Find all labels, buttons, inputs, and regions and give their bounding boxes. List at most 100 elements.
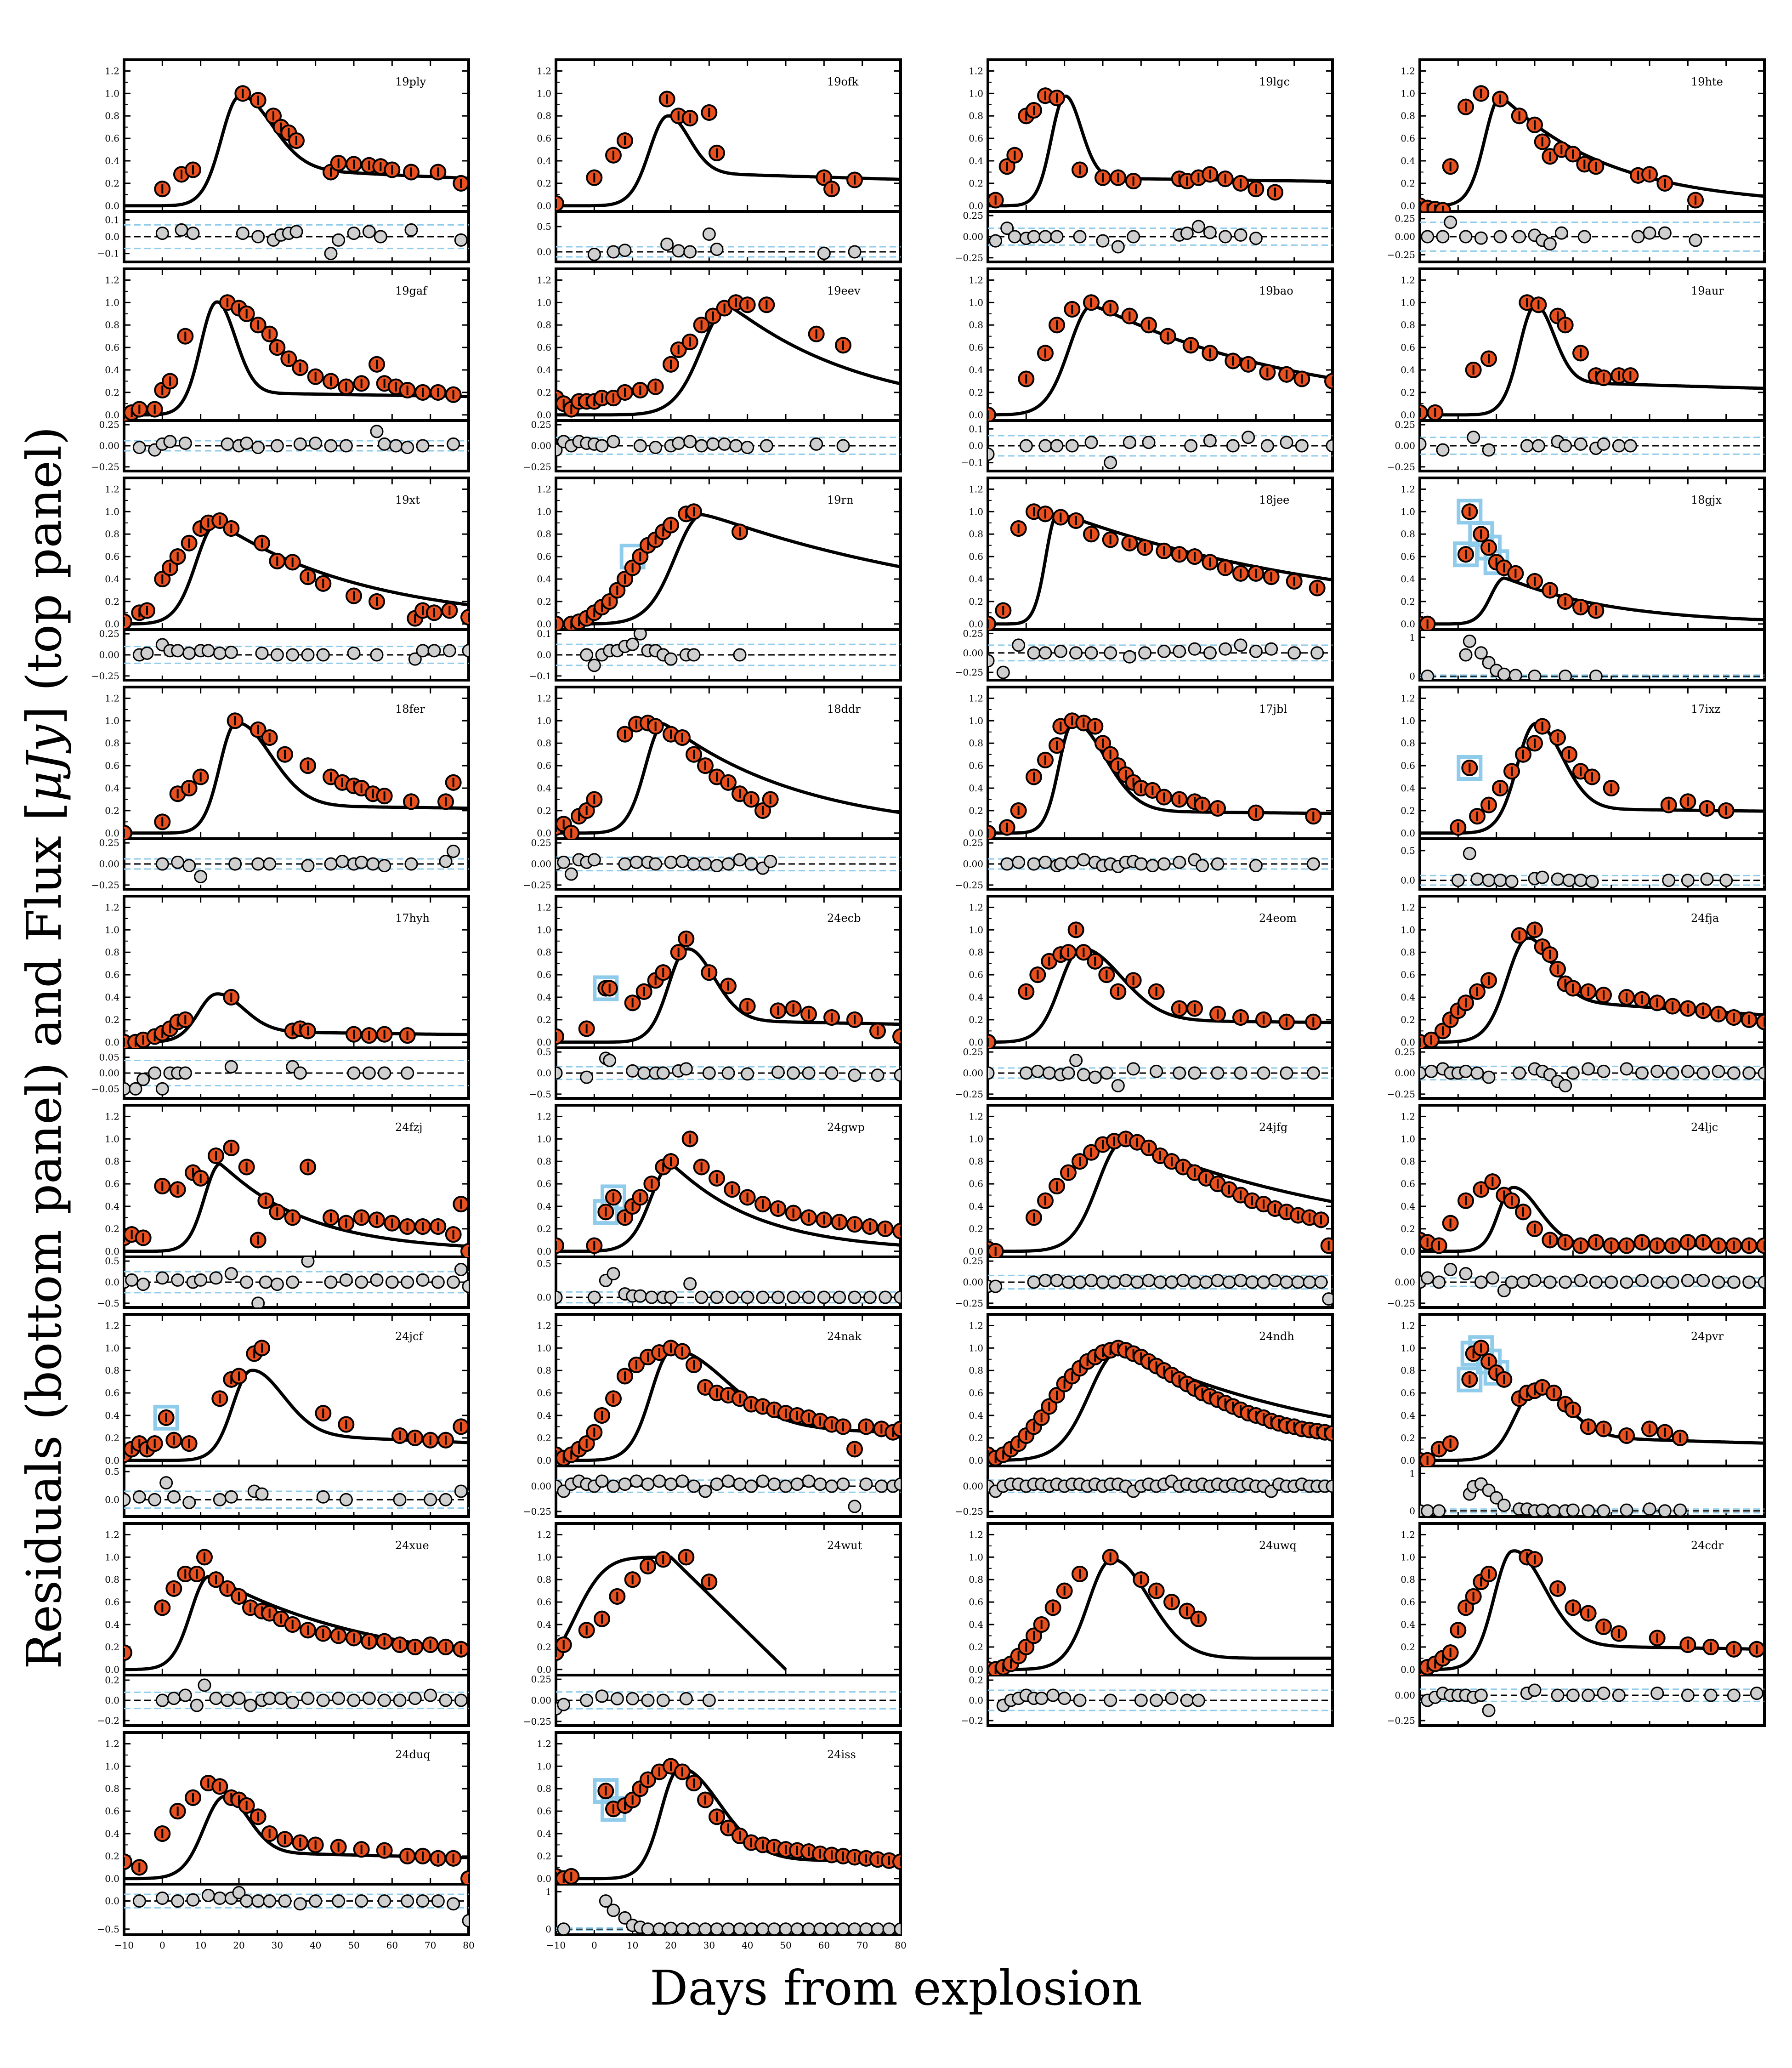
flux-tick-label: 1.2 bbox=[969, 65, 983, 76]
residual-point bbox=[741, 1290, 754, 1304]
flux-tick-label: 0.0 bbox=[537, 828, 551, 839]
residual-point bbox=[129, 1082, 142, 1096]
model-curve bbox=[556, 1162, 901, 1253]
residual-point bbox=[725, 1290, 739, 1304]
residual-point bbox=[1467, 431, 1480, 444]
residual-point bbox=[817, 1290, 831, 1304]
res-tick-label: −0.2 bbox=[97, 1715, 119, 1726]
residual-point bbox=[416, 644, 430, 658]
flux-tick-label: 0.6 bbox=[969, 1596, 983, 1608]
residual-point bbox=[1142, 436, 1156, 449]
residual-point bbox=[155, 1693, 169, 1707]
residual-point bbox=[1513, 1066, 1526, 1080]
res-tick-label: −0.25 bbox=[523, 461, 551, 472]
residual-point bbox=[1681, 1273, 1695, 1287]
residual-point bbox=[733, 1477, 747, 1491]
panel-24cdr: 0.0 0.2 0.4 0.6 0.8 1.0 1.2 0.00 −0.25 24cdr bbox=[1387, 1522, 1766, 1727]
res-tick-label: 0.00 bbox=[99, 649, 119, 660]
panel-18gjx: 0.0 0.2 0.4 0.6 0.8 1.0 1.2 1 0 18gjx bbox=[1401, 477, 1766, 682]
flux-tick-label: 0.8 bbox=[1401, 319, 1415, 330]
flux-tick-label: 0.6 bbox=[1401, 969, 1415, 980]
residual-point bbox=[683, 435, 697, 449]
residual-point bbox=[1582, 1504, 1595, 1517]
flux-tick-label: 0.2 bbox=[969, 1223, 983, 1234]
residual-point bbox=[447, 845, 460, 858]
residual-point bbox=[447, 1275, 460, 1289]
residual-point bbox=[424, 1688, 437, 1702]
residual-point bbox=[836, 439, 850, 453]
residual-point bbox=[1505, 1275, 1519, 1289]
residual-point bbox=[988, 654, 995, 668]
flux-tick-label: 0.4 bbox=[969, 574, 983, 585]
flux-tick-label: 0.0 bbox=[537, 409, 551, 420]
flux-point bbox=[460, 1243, 469, 1257]
res-tick-label: 0.00 bbox=[531, 1695, 551, 1706]
residual-point bbox=[1188, 642, 1202, 656]
residual-point bbox=[664, 652, 678, 666]
flux-tick-label: 0.4 bbox=[105, 1201, 119, 1212]
residual-point bbox=[1597, 1504, 1611, 1517]
flux-tick-label: 0.4 bbox=[105, 155, 119, 166]
residual-point bbox=[1658, 226, 1672, 240]
flux-tick-label: 0.6 bbox=[969, 133, 983, 144]
residual-point bbox=[607, 245, 620, 259]
flux-points bbox=[988, 87, 1283, 209]
residual-point bbox=[232, 1692, 246, 1705]
residual-point bbox=[1142, 1273, 1156, 1287]
residual-point bbox=[1111, 240, 1125, 254]
flux-tick-label: 0.0 bbox=[1401, 409, 1415, 420]
residual-point bbox=[136, 1073, 150, 1086]
residual-point bbox=[401, 441, 414, 455]
res-tick-label: −0.25 bbox=[955, 1506, 983, 1517]
residual-point bbox=[251, 1296, 265, 1307]
residual-point bbox=[1054, 857, 1067, 871]
residual-point bbox=[879, 1290, 892, 1304]
residual-point bbox=[1566, 1066, 1580, 1080]
residual-point bbox=[1643, 1502, 1656, 1516]
flagged-point-box bbox=[153, 1404, 179, 1431]
flux-tick-label: 1.0 bbox=[537, 1551, 551, 1562]
residual-point bbox=[767, 1477, 781, 1491]
residual-point bbox=[683, 245, 697, 259]
residual-point bbox=[324, 857, 338, 871]
residual-point bbox=[355, 855, 369, 869]
residual-point bbox=[301, 859, 315, 873]
residual-point bbox=[362, 1066, 376, 1080]
res-tick-label: −0.25 bbox=[1387, 1298, 1415, 1309]
residual-point bbox=[1050, 1273, 1064, 1287]
residual-point bbox=[194, 870, 208, 883]
residual-point bbox=[633, 439, 647, 453]
residual-points bbox=[988, 1054, 1333, 1092]
residual-point bbox=[1123, 650, 1136, 664]
residual-point bbox=[817, 246, 831, 260]
res-tick-label: 0.0 bbox=[969, 1695, 983, 1706]
res-tick-label: −0.1 bbox=[529, 670, 551, 682]
flux-tick-label: 0.8 bbox=[537, 1574, 551, 1585]
residual-point bbox=[1188, 1275, 1202, 1289]
res-tick-label: 0.2 bbox=[105, 1675, 119, 1686]
residual-point bbox=[408, 1692, 422, 1705]
residual-point bbox=[687, 857, 701, 871]
residual-points bbox=[1420, 216, 1764, 252]
flux-tick-label: 0.0 bbox=[537, 619, 551, 630]
flux-tick-label: 0.6 bbox=[537, 1178, 551, 1189]
residual-point bbox=[1322, 1292, 1333, 1306]
res-tick-label: 0.00 bbox=[1395, 1068, 1415, 1079]
residual-point bbox=[355, 1275, 369, 1289]
residual-point bbox=[1574, 874, 1588, 887]
residual-point bbox=[182, 859, 196, 873]
residual-point bbox=[182, 1495, 196, 1509]
res-tick-label: 0.00 bbox=[531, 1481, 551, 1492]
residual-point bbox=[672, 437, 686, 450]
flux-tick-label: 1.0 bbox=[969, 1133, 983, 1144]
object-name: 18jee bbox=[1259, 494, 1289, 506]
residual-point bbox=[347, 646, 361, 660]
res-tick-label: 0.25 bbox=[963, 628, 983, 639]
residual-point bbox=[1719, 874, 1733, 887]
residual-point bbox=[1742, 1275, 1756, 1289]
flux-point bbox=[892, 1420, 901, 1437]
res-tick-label: 0.0 bbox=[105, 231, 119, 242]
flux-tick-label: 0.4 bbox=[969, 155, 983, 166]
res-tick-label: 0.25 bbox=[531, 1674, 551, 1685]
